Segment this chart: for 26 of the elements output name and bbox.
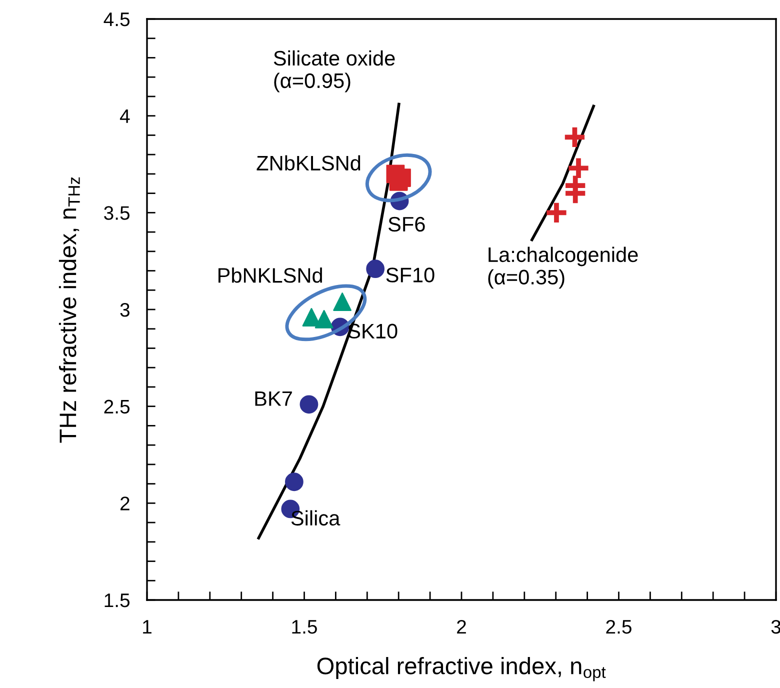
annotation: ZNbKLSNd xyxy=(256,155,360,171)
annotation: SF6 xyxy=(388,216,425,232)
y-tick-label: 2.5 xyxy=(104,400,130,414)
annotation: SF10 xyxy=(386,268,434,282)
annotation: PbNKLSNd xyxy=(218,267,322,283)
point xyxy=(366,260,385,278)
point xyxy=(314,310,334,328)
y-tick-label: 3.5 xyxy=(104,206,130,220)
x-tick-label: 1.5 xyxy=(292,620,317,634)
y-tick-label: 4 xyxy=(120,110,130,123)
x-tick-label: 2.5 xyxy=(606,620,632,634)
x-tick-label: 1 xyxy=(143,620,152,634)
y-tick-label: 2 xyxy=(120,496,130,510)
y-tick-label: 3 xyxy=(120,302,130,317)
y-tick-label: 4.5 xyxy=(104,12,130,26)
annotation: BK7 xyxy=(255,391,292,406)
y-tick-label: 1.5 xyxy=(104,594,130,608)
point xyxy=(300,395,318,414)
x-axis-title: Optical refractive index, n$_{opt}$ xyxy=(317,657,606,682)
y-axis-title: THz refractive index, n$_{THz}$ xyxy=(58,177,80,443)
annotation: La:chalcogenide (α=0.35) xyxy=(488,246,638,289)
point xyxy=(284,472,304,492)
annotation: Silicate oxide (α=0.95) xyxy=(274,50,395,92)
x-tick-label: 2 xyxy=(457,620,466,634)
annotation: Silica xyxy=(291,510,340,526)
point xyxy=(333,292,352,311)
